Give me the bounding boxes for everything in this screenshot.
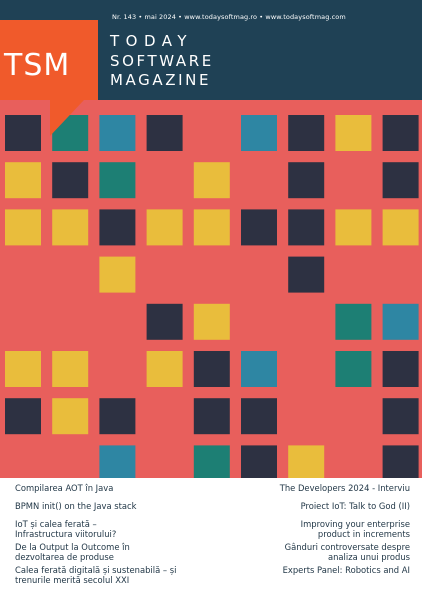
tile-dark: [382, 398, 419, 435]
tile-yellow: [52, 351, 89, 387]
article-right-2[interactable]: Proiect IoT: Talk to God (II): [300, 501, 410, 511]
tile-dark: [382, 115, 419, 151]
tsm-logo: TSM: [4, 48, 71, 83]
tile-yellow: [335, 115, 372, 151]
tile-dark: [5, 398, 41, 435]
article-right-3[interactable]: Improving your enterprise product in incr…: [300, 519, 410, 539]
tile-dark: [241, 445, 277, 478]
brand-line-magazine: MAGAZINE: [110, 71, 212, 89]
tile-dark: [5, 115, 41, 151]
article-left-3[interactable]: IoT și calea ferată – Infrastructura viit…: [15, 519, 117, 539]
tile-dark: [99, 209, 136, 246]
tile-dark: [241, 398, 277, 435]
brand-line-today: TODAY: [110, 32, 194, 50]
tile-dark: [288, 162, 325, 199]
article-right-5[interactable]: Experts Panel: Robotics and AI: [282, 565, 410, 575]
article-left-4[interactable]: De la Output la Outcome în dezvoltarea de…: [15, 542, 130, 562]
tile-dark: [288, 209, 325, 246]
tile-yellow: [99, 256, 136, 293]
tile-blue: [99, 445, 136, 478]
article-right-4[interactable]: Gânduri controversate despre analiza unui…: [284, 542, 410, 562]
tile-yellow: [5, 351, 41, 387]
brand-line-software: SOFTWARE: [110, 52, 214, 70]
tile-teal: [335, 303, 372, 340]
tile-yellow: [5, 209, 41, 246]
tile-yellow: [52, 398, 89, 435]
tile-yellow: [146, 351, 183, 387]
article-left-2[interactable]: BPMN init() on the Java stack: [15, 501, 137, 511]
tile-blue: [241, 115, 277, 151]
tile-yellow: [146, 209, 183, 246]
tile-dark: [193, 351, 230, 387]
tile-dark: [382, 445, 419, 478]
article-right-1[interactable]: The Developers 2024 - Interviu: [279, 483, 410, 493]
tile-dark: [146, 115, 183, 151]
tile-blue: [382, 303, 419, 340]
tile-teal: [99, 162, 136, 199]
cover-header: Nr. 143 • mai 2024 • www.todaysoftmag.ro…: [0, 0, 422, 100]
tile-dark: [382, 351, 419, 387]
tile-blue: [99, 115, 136, 151]
tile-yellow: [193, 209, 230, 246]
tile-blue: [241, 351, 277, 387]
tile-dark: [288, 256, 325, 293]
tile-teal: [193, 445, 230, 478]
tile-dark: [52, 162, 89, 199]
article-left-5[interactable]: Calea ferată digitală și sustenabilă – ș…: [15, 565, 177, 585]
tile-teal: [335, 351, 372, 387]
tile-yellow: [335, 209, 372, 246]
tile-dark: [288, 115, 325, 151]
cover-artwork: [0, 100, 422, 478]
table-of-contents: Compilarea AOT în Java BPMN init() on th…: [0, 478, 422, 597]
tile-dark: [193, 398, 230, 435]
tile-dark: [382, 162, 419, 199]
article-left-1[interactable]: Compilarea AOT în Java: [15, 483, 114, 493]
logo-tab-shape: [50, 100, 84, 136]
tile-dark: [146, 303, 183, 340]
issue-line: Nr. 143 • mai 2024 • www.todaysoftmag.ro…: [112, 13, 346, 21]
tile-yellow: [382, 209, 419, 246]
tile-yellow: [5, 162, 41, 199]
tile-yellow: [193, 303, 230, 340]
tile-dark: [241, 209, 277, 246]
tile-pattern: [5, 115, 419, 478]
tile-yellow: [288, 445, 325, 478]
tile-dark: [99, 398, 136, 435]
tile-yellow: [52, 209, 89, 246]
logo-box: TSM: [0, 20, 98, 100]
tile-yellow: [193, 162, 230, 199]
